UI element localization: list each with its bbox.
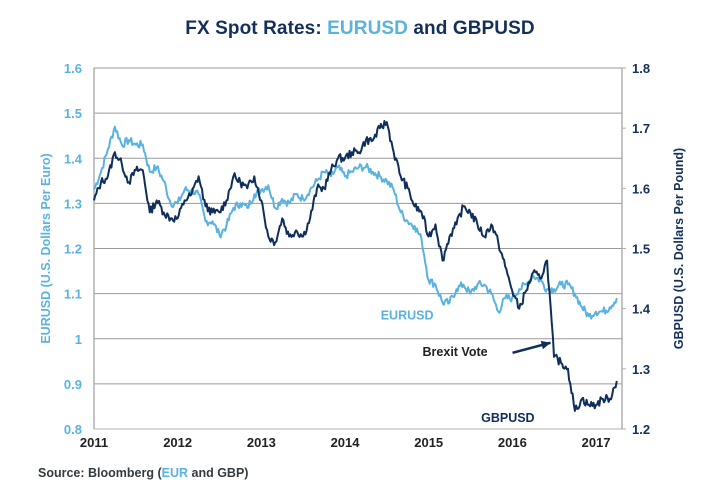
source-prefix: Source: Bloomberg (	[38, 466, 162, 480]
series-line-eurusd	[93, 125, 618, 320]
series-line-gbpusd	[93, 120, 618, 412]
right-tick-label: 1.5	[632, 242, 650, 257]
x-tick-label: 2012	[163, 435, 192, 450]
title-suffix: and GBPUSD	[408, 18, 535, 39]
x-tick-label: 2011	[80, 435, 108, 450]
annotations: EURUSD GBPUSD Brexit Vote	[381, 309, 551, 425]
x-tick-label: 2013	[247, 435, 276, 450]
x-tick-label: 2016	[498, 435, 527, 450]
brexit-arrow-head-icon	[540, 340, 551, 350]
left-axis-title: EURUSD (U.S. Dollars Per Euro)	[39, 153, 53, 343]
right-tick-label: 1.4	[632, 302, 651, 317]
left-tick-label: 1	[75, 332, 82, 347]
left-tick-label: 0.8	[64, 422, 82, 437]
left-tick-label: 1.3	[64, 196, 82, 211]
title-prefix: FX Spot Rates:	[185, 18, 328, 39]
right-axis-title: GBPUSD (U.S. Dollars Per Pound)	[672, 148, 686, 349]
right-tick-label: 1.3	[632, 362, 650, 377]
right-tick-label: 1.8	[632, 61, 650, 76]
source-note: Source: Bloomberg (EUR and GBP)	[38, 466, 248, 480]
left-tick-label: 0.9	[64, 377, 82, 392]
annotation-brexit-vote: Brexit Vote	[423, 345, 488, 359]
annotation-gbpusd: GBPUSD	[481, 411, 534, 425]
left-tick-label: 1.2	[64, 242, 82, 257]
x-tick-label: 2014	[331, 435, 361, 450]
right-tick-label: 1.2	[632, 422, 650, 437]
series-lines	[93, 120, 618, 412]
left-tick-label: 1.6	[64, 61, 82, 76]
right-tick-label: 1.6	[632, 181, 650, 196]
left-tick-label: 1.5	[64, 106, 82, 121]
left-tick-label: 1.1	[64, 287, 82, 302]
tick-labels: 0.8 0.9 1 1.1 1.2 1.3 1.4 1.5 1.6 1.2 1.3 1.4 1.5 1.6…	[39, 61, 686, 450]
title-accent: EURUSD	[327, 18, 408, 39]
gridlines	[94, 67, 622, 430]
axes	[93, 67, 626, 430]
source-accent: EUR	[161, 466, 189, 480]
left-tick-label: 1.4	[64, 151, 83, 166]
annotation-eurusd: EURUSD	[381, 309, 434, 323]
chart-title: FX Spot Rates: EURUSD and GBPUSD	[0, 18, 720, 40]
x-tick-label: 2017	[582, 435, 611, 450]
x-tick-label: 2015	[414, 435, 443, 450]
source-suffix: and GBP)	[188, 466, 249, 480]
right-tick-label: 1.7	[632, 121, 650, 136]
